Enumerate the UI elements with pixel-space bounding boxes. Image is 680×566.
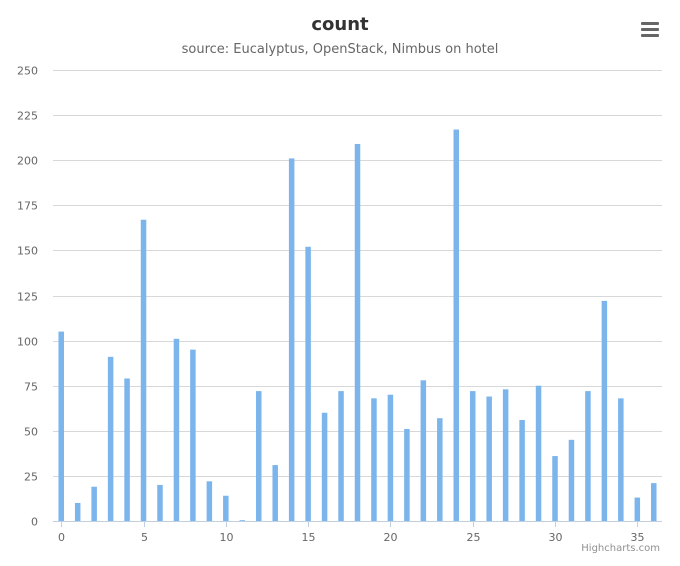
bar-x-21 [404, 428, 410, 521]
bar-x-29 [535, 385, 542, 521]
bar-x-22 [420, 380, 427, 521]
bar-x-25 [469, 391, 476, 521]
credit-link[interactable]: Highcharts.com [581, 543, 660, 554]
bar-x-30 [552, 456, 558, 521]
bar-x-24 [453, 129, 460, 522]
x-tick-label-30: 30 [549, 531, 563, 544]
y-tick-label-25: 25 [24, 471, 38, 484]
chart-subtitle: source: Eucalyptus, OpenStack, Nimbus on… [181, 42, 499, 57]
chart-title: count [311, 14, 369, 35]
x-tick-label-25: 25 [467, 531, 481, 544]
x-tick-label-20: 20 [384, 531, 398, 544]
y-tick-label-0: 0 [31, 516, 38, 529]
bar-x-33 [601, 300, 608, 521]
y-tick-label-100: 100 [17, 336, 38, 349]
x-tick-label-15: 15 [302, 531, 316, 544]
bar-x-34 [618, 398, 624, 521]
y-tick-label-150: 150 [17, 245, 38, 258]
bar-x-28 [519, 419, 525, 521]
y-tick-label-175: 175 [17, 200, 38, 213]
y-tick-label-250: 250 [17, 65, 38, 78]
bar-x-19 [371, 398, 377, 521]
y-tick-label-200: 200 [17, 155, 38, 168]
bar-x-18 [354, 143, 361, 522]
y-tick-label-125: 125 [17, 291, 38, 304]
bar-x-35 [634, 497, 641, 521]
y-tick-label-50: 50 [24, 426, 38, 439]
bar-x-1 [74, 502, 81, 521]
bar-x-0 [58, 331, 64, 521]
x-tick-label-5: 5 [141, 531, 148, 544]
x-tick-label-35: 35 [631, 531, 645, 544]
bar-x-32 [585, 391, 591, 521]
bar-x-2 [91, 486, 97, 521]
bar-x-17 [338, 391, 344, 521]
bar-x-31 [568, 439, 575, 521]
hamburger-menu-icon [641, 21, 659, 25]
context-menu-button[interactable] [636, 18, 664, 40]
bar-x-9 [206, 481, 213, 521]
x-axis: 0 5 10 15 20 25 30 35 [53, 521, 662, 544]
bar-x-14 [288, 158, 295, 521]
bar-x-16 [321, 412, 328, 521]
bar-x-3 [107, 356, 114, 521]
bar-x-15 [305, 246, 311, 522]
bar-x-5 [140, 219, 147, 521]
bar-x-4 [124, 378, 130, 521]
bar-x-6 [157, 484, 163, 521]
bar-x-27 [502, 389, 509, 521]
bar-series [58, 129, 657, 522]
bar-x-20 [387, 394, 394, 521]
bar-x-12 [255, 391, 262, 521]
x-tick-label-10: 10 [220, 531, 234, 544]
bar-x-11 [239, 520, 246, 521]
bar-x-8 [190, 349, 196, 521]
bar-x-36 [651, 483, 657, 521]
y-axis: 0 25 50 75 100 125 150 175 200 225 250 [17, 65, 38, 529]
y-tick-label-225: 225 [17, 110, 38, 123]
bar-x-13 [272, 465, 278, 521]
y-tick-label-75: 75 [24, 381, 38, 394]
bar-x-26 [486, 396, 492, 521]
bar-x-23 [437, 418, 443, 521]
bar-x-7 [173, 338, 180, 521]
x-tick-label-0: 0 [58, 531, 65, 544]
bar-x-10 [223, 495, 229, 521]
